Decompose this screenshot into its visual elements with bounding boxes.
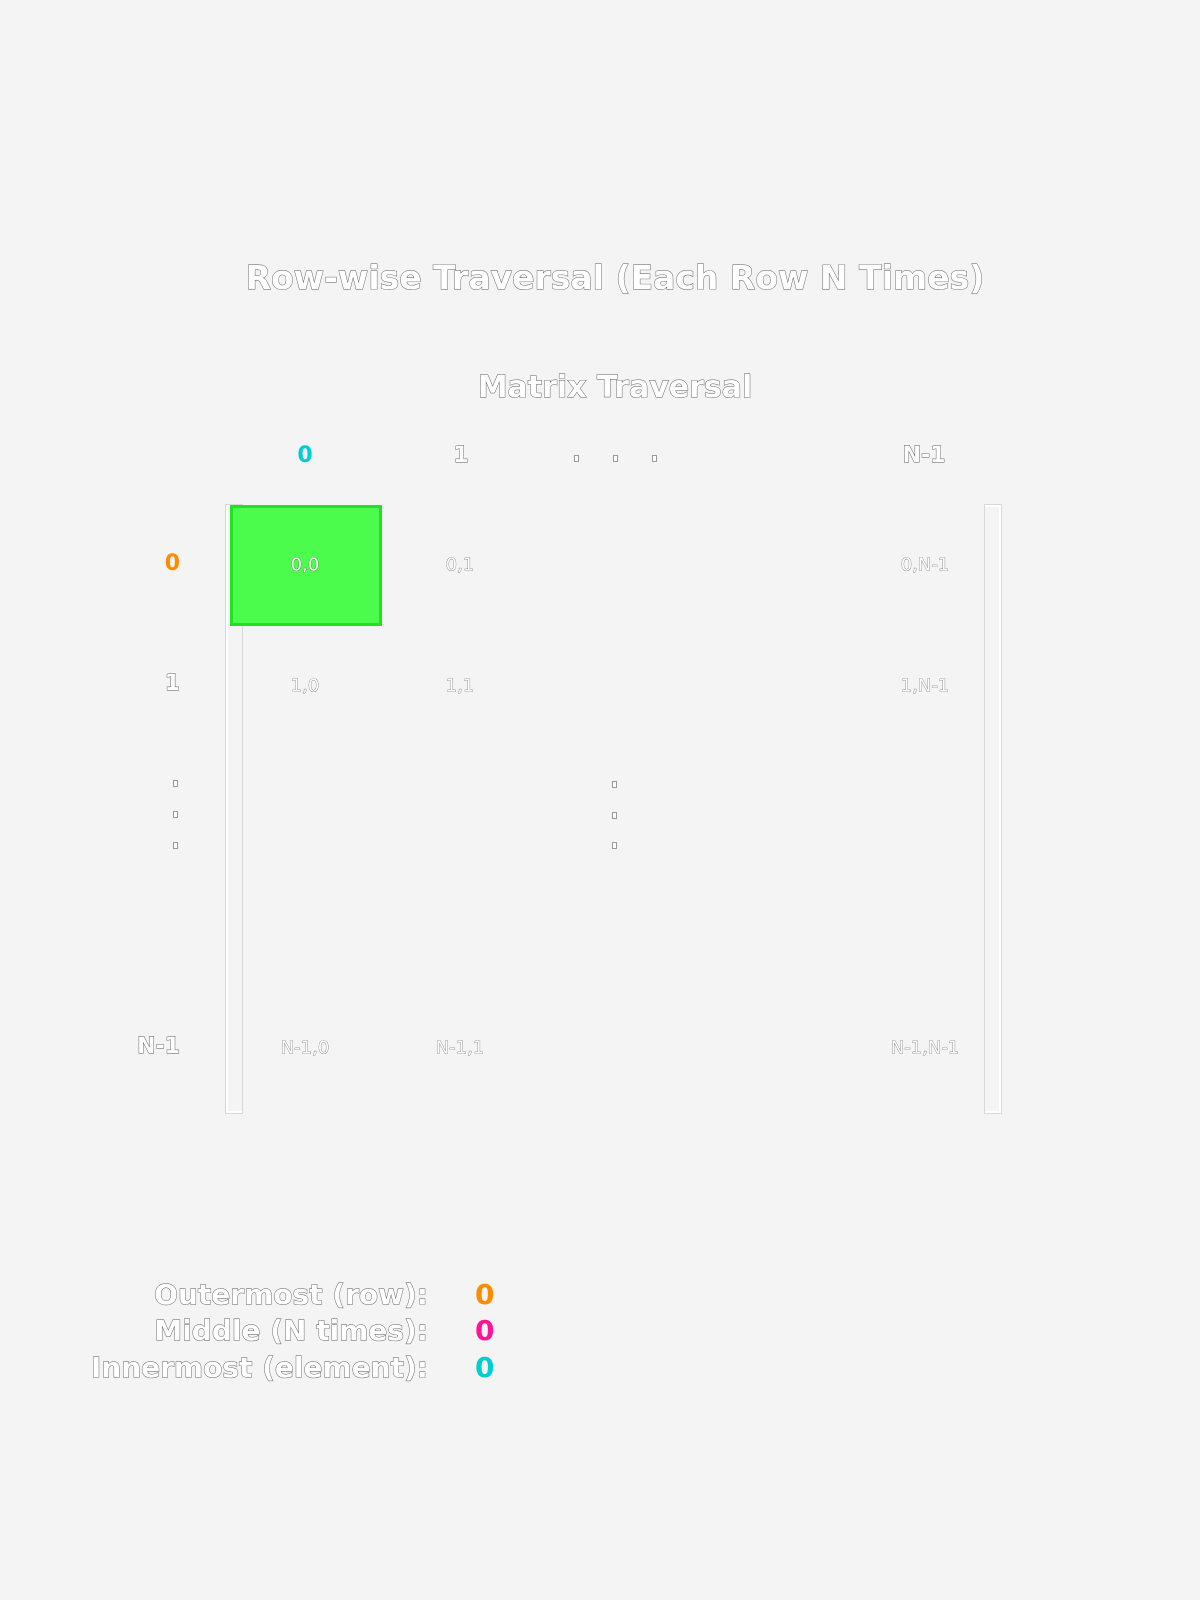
legend-middle-value: 0 [475, 1314, 495, 1347]
row-ellipsis-dot [174, 812, 177, 817]
cell-1-last: 1,N-1 [900, 675, 950, 697]
matrix-ellipsis-dot [613, 843, 616, 848]
row-ellipsis-dot [174, 781, 177, 786]
legend-inner-label: Innermost (element): [90, 1351, 428, 1385]
cell-1-1: 1,1 [445, 675, 475, 697]
cell-last-last: N-1,N-1 [890, 1037, 960, 1059]
matrix-subtitle: Matrix Traversal [477, 370, 753, 406]
cell-0-0: 0,0 [290, 554, 320, 576]
row-ellipsis-dot [174, 843, 177, 848]
row-index-0: 0 [164, 551, 180, 576]
cell-last-1: N-1,1 [435, 1037, 485, 1059]
cell-0-last: 0,N-1 [900, 554, 950, 576]
cell-last-0: N-1,0 [280, 1037, 330, 1059]
column-index-0: 0 [297, 443, 313, 468]
cell-1-0: 1,0 [290, 675, 320, 697]
row-index-last: N-1 [137, 1034, 181, 1060]
row-index-1: 1 [164, 671, 180, 697]
matrix-right-bracket [985, 505, 1001, 1113]
legend-inner-value: 0 [475, 1351, 495, 1384]
column-ellipsis-dot [575, 456, 578, 461]
diagram-title: Row-wise Traversal (Each Row N Times) [245, 258, 985, 298]
legend-outer-label: Outermost (row): [154, 1278, 429, 1312]
cell-0-1: 0,1 [445, 554, 475, 576]
matrix-ellipsis-dot [613, 782, 616, 787]
matrix-ellipsis-dot [613, 813, 616, 818]
column-index-1: 1 [453, 443, 469, 469]
current-cell-highlight [230, 505, 382, 626]
legend-outer-value: 0 [475, 1278, 495, 1311]
column-ellipsis-dot [614, 456, 617, 461]
column-index-last: N-1 [902, 443, 946, 469]
column-ellipsis-dot [653, 456, 656, 461]
legend-middle-label: Middle (N times): [154, 1314, 429, 1348]
